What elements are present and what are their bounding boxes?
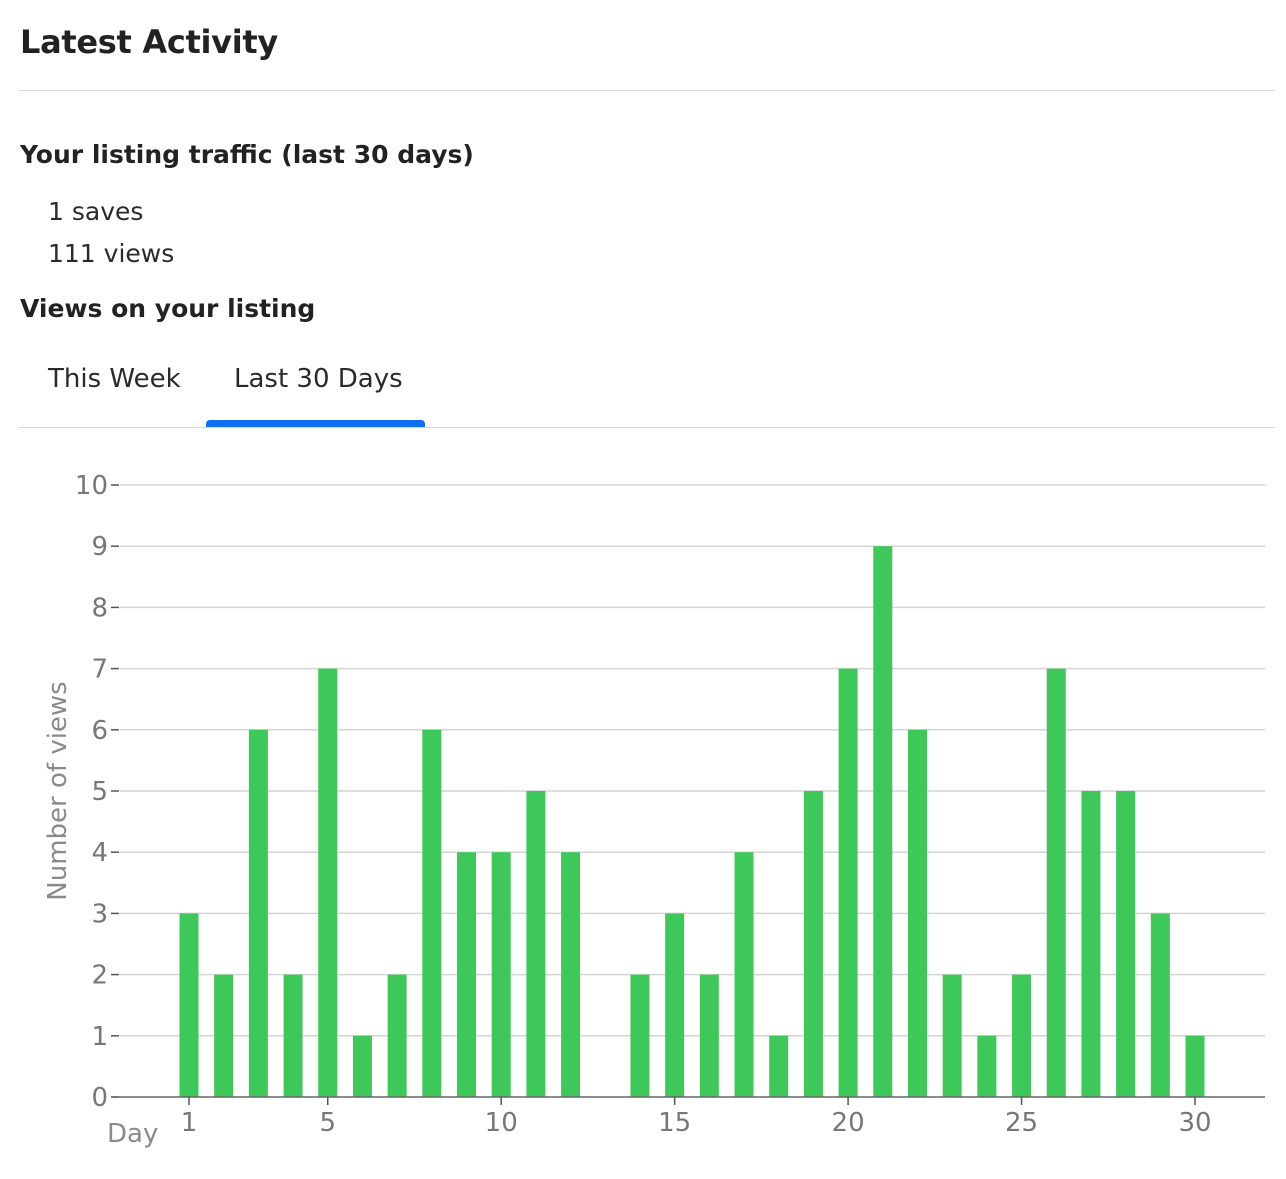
bar — [942, 974, 962, 1097]
bar — [734, 852, 754, 1097]
x-tick-label: 25 — [1005, 1108, 1038, 1138]
bar — [873, 546, 893, 1097]
bar — [561, 852, 581, 1097]
y-tick-label: 4 — [91, 838, 108, 868]
x-tick-label: 30 — [1178, 1108, 1211, 1138]
selected-tab-indicator — [206, 420, 425, 427]
tab-last-30-days[interactable]: Last 30 Days — [234, 364, 403, 394]
y-axis-label: Number of views — [43, 681, 73, 900]
x-tick-label: 10 — [485, 1108, 518, 1138]
bar — [422, 729, 442, 1097]
bar — [977, 1035, 997, 1097]
gridlines — [120, 484, 1265, 1037]
bar — [838, 668, 858, 1097]
y-tick-label: 2 — [91, 961, 108, 991]
y-tick-label: 6 — [91, 716, 108, 746]
bar — [907, 729, 927, 1097]
page-title: Latest Activity — [20, 23, 278, 61]
bar — [387, 974, 407, 1097]
bar — [214, 974, 234, 1097]
y-tick-label: 8 — [91, 593, 108, 623]
x-tick-label: 5 — [319, 1108, 336, 1138]
bar — [491, 852, 511, 1097]
y-tick-label: 5 — [91, 777, 108, 807]
x-tick-label: 20 — [832, 1108, 865, 1138]
bar — [1185, 1035, 1205, 1097]
bar — [1012, 974, 1032, 1097]
bars — [179, 546, 1205, 1097]
bar — [803, 791, 823, 1097]
tabs-divider — [18, 427, 1275, 428]
bar — [769, 1035, 789, 1097]
bar — [457, 852, 477, 1097]
x-axis-ticks: 1 5 10 15 20 25 30 — [181, 1097, 1212, 1138]
bar — [1150, 913, 1170, 1097]
bar — [318, 668, 338, 1097]
header-divider — [18, 90, 1275, 91]
bar — [1046, 668, 1066, 1097]
bar — [630, 974, 650, 1097]
y-tick-label: 9 — [91, 532, 108, 562]
y-tick-label: 10 — [75, 471, 108, 501]
views-heading: Views on your listing — [20, 294, 316, 323]
y-tick-label: 0 — [91, 1083, 108, 1113]
x-tick-label: 1 — [181, 1108, 198, 1138]
y-tick-label: 7 — [91, 655, 108, 685]
bar — [1081, 791, 1101, 1097]
x-tick-label: 15 — [658, 1108, 691, 1138]
bar — [1116, 791, 1136, 1097]
bar — [526, 791, 546, 1097]
bar — [179, 913, 199, 1097]
bar — [283, 974, 303, 1097]
saves-count: 1 saves — [48, 197, 144, 226]
bar — [352, 1035, 372, 1097]
y-axis-ticks: 0 1 2 3 4 5 6 7 8 9 10 — [75, 471, 119, 1113]
x-axis-label: Day — [107, 1119, 158, 1149]
y-tick-label: 1 — [91, 1022, 108, 1052]
views-count: 111 views — [48, 239, 175, 268]
bar — [248, 729, 268, 1097]
traffic-heading: Your listing traffic (last 30 days) — [20, 140, 474, 169]
tab-this-week[interactable]: This Week — [48, 364, 181, 394]
bar — [665, 913, 685, 1097]
bar — [699, 974, 719, 1097]
y-tick-label: 3 — [91, 899, 108, 929]
